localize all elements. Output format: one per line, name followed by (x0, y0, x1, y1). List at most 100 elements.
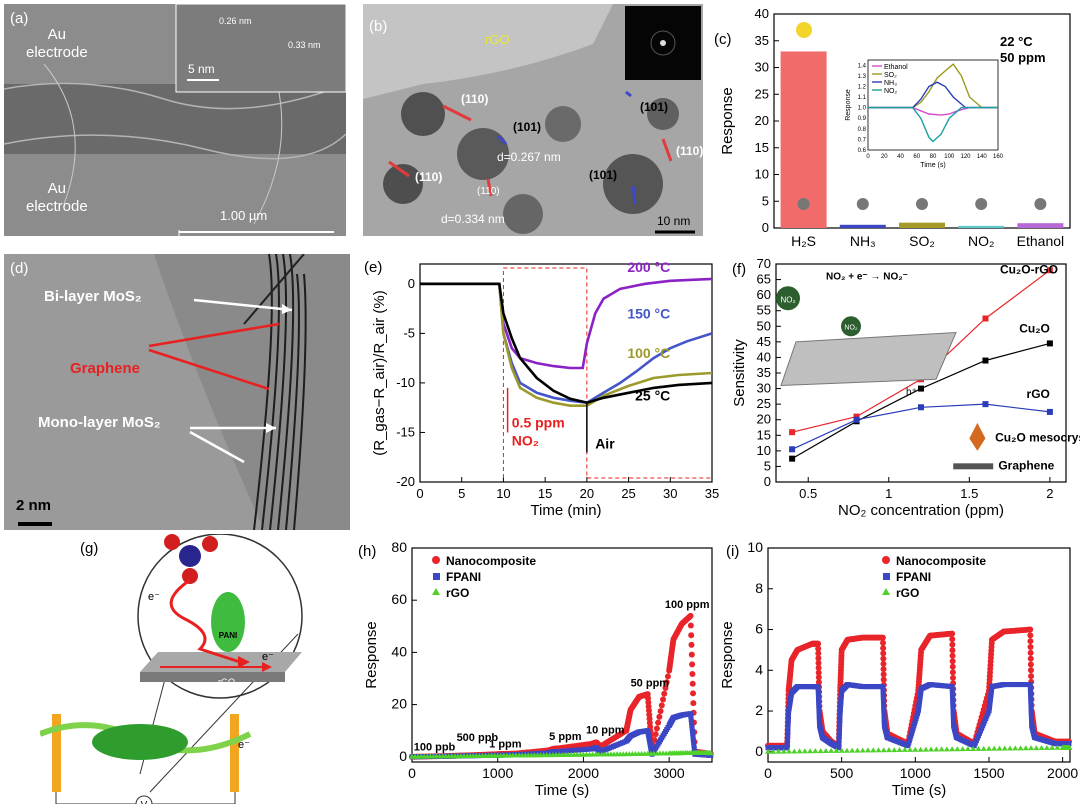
x-tick-label: 5 (458, 486, 465, 501)
data-point (836, 745, 842, 751)
data-point (688, 641, 695, 648)
series-label: 200 °C (627, 259, 670, 275)
concentration-label: 500 ppb (457, 732, 499, 744)
data-point (836, 739, 842, 745)
data-point (859, 747, 866, 753)
data-point (1027, 626, 1034, 633)
inset-series-line (868, 106, 998, 143)
data-point (853, 413, 860, 420)
x-tick-label: 1000 (900, 765, 931, 781)
voltmeter (135, 795, 153, 804)
y-tick-label: 30 (757, 381, 771, 396)
data-point (690, 737, 696, 743)
data-point (657, 708, 664, 715)
legend-label: Nanocomposite (896, 554, 986, 568)
data-point (784, 742, 790, 748)
condition-annotation: 50 ppm (1000, 50, 1046, 65)
data-point (785, 721, 791, 727)
y-tick-label: 25 (755, 86, 769, 101)
mesocrystal-icon (969, 422, 986, 451)
data-point (1028, 693, 1034, 699)
data-point (816, 720, 822, 726)
bar-3 (958, 225, 1005, 228)
inset-y-tick-label: 0.8 (858, 127, 867, 133)
data-point (918, 385, 924, 392)
data-point (933, 746, 940, 752)
data-point (815, 692, 821, 698)
data-point (881, 700, 887, 706)
graphene-lattice-illustration (780, 331, 957, 386)
data-point (880, 747, 887, 753)
y-tick-label: -5 (403, 325, 415, 340)
data-point (658, 702, 665, 709)
y-tick-label: 0 (755, 743, 763, 759)
data-point (881, 703, 887, 709)
series-line (420, 277, 713, 370)
data-point (854, 747, 861, 753)
panel-b-scale-label: 10 nm (657, 214, 691, 228)
data-point (950, 700, 956, 706)
data-point (943, 746, 950, 752)
legend-graphene: Graphene (998, 459, 1054, 473)
data-point (843, 747, 850, 753)
data-point (661, 690, 668, 697)
condition-annotation: 22 °C (1000, 34, 1033, 49)
inset-y-tick-label: 1.1 (858, 95, 867, 101)
data-point (1028, 673, 1035, 680)
y-tick-label: 70 (757, 256, 771, 271)
data-point (880, 666, 887, 673)
plot-frame (767, 547, 1071, 763)
plane-label-2: (101) (513, 120, 542, 134)
data-point (949, 636, 956, 643)
data-point (689, 661, 696, 668)
x-tick-label: 35 (705, 486, 719, 501)
data-point (815, 684, 821, 690)
data-point (1027, 643, 1034, 650)
data-point (836, 732, 842, 738)
voltmeter-label: V (141, 800, 148, 804)
right-electrode (230, 714, 239, 792)
molecule-icon (916, 198, 928, 210)
y-axis-label: (R_gas−R_air)/R_air (%) (371, 290, 388, 455)
inset-legend-label: NH₃ (884, 80, 897, 87)
monolayer-label: Mono-layer MoS₂ (38, 414, 161, 431)
panel-label: (f) (732, 261, 746, 278)
data-point (1054, 744, 1061, 750)
y-tick-label: 30 (755, 60, 769, 75)
data-point (816, 714, 822, 720)
data-point (664, 673, 671, 680)
x-tick-label: 20 (580, 486, 594, 501)
data-point (880, 689, 886, 695)
data-point (689, 728, 695, 734)
y-tick-label: 2 (755, 702, 763, 718)
air-label: Air (595, 435, 615, 451)
data-point (928, 746, 935, 752)
bilayer-label: Bi-layer MoS₂ (44, 288, 142, 305)
data-point (949, 663, 956, 670)
graphene-label: Graphene (70, 360, 141, 377)
data-point (886, 747, 893, 753)
data-point (836, 729, 842, 735)
rgo-substrate-label: rGO (218, 677, 235, 687)
data-point (708, 752, 714, 758)
bar-4 (1017, 223, 1064, 228)
y-tick-label: -15 (396, 424, 415, 439)
reaction-label: NO₂ + e⁻ → NO₂⁻ (826, 272, 908, 283)
data-point (833, 747, 840, 753)
x-tick-label: 500 (830, 765, 854, 781)
x-tick-label: 10 (496, 486, 510, 501)
panel-a-sem-image: (a) Au electrode Au electrode 0.26 nm 0.… (4, 4, 346, 236)
series-label: Cu₂O-rGO (1000, 262, 1058, 276)
x-tick-label: 2000 (1047, 765, 1078, 781)
panel-label: (i) (726, 543, 739, 560)
data-point (875, 747, 882, 753)
data-point (815, 645, 822, 652)
data-point (880, 655, 887, 662)
inset-y-tick-label: 1.4 (858, 63, 867, 69)
data-point (775, 748, 782, 754)
x-tick-label: 30 (663, 486, 677, 501)
series-label: rGO (1027, 387, 1050, 401)
data-point (959, 746, 966, 752)
series-line (420, 282, 713, 405)
data-point (918, 404, 924, 411)
